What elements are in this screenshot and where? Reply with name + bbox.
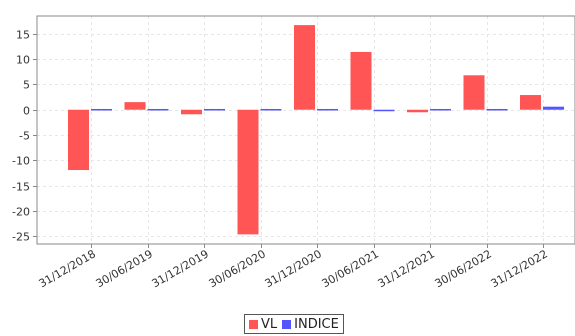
x-tick-label: 30/06/2019: [94, 247, 155, 290]
legend-label-indice: INDICE: [294, 316, 339, 332]
bar-vl: [350, 51, 372, 110]
legend-item-vl: VL: [249, 317, 277, 332]
y-tick-label: 10: [16, 54, 30, 67]
bar-vl: [463, 75, 485, 110]
x-tick-label: 31/12/2018: [37, 247, 98, 290]
bar-indice: [373, 109, 395, 112]
bar-vl: [124, 102, 146, 110]
gridlines: [37, 16, 575, 244]
x-tick-label: 30/06/2022: [433, 247, 494, 290]
bar-indice: [486, 108, 508, 111]
bar-indice: [204, 108, 225, 111]
bar-indice: [260, 108, 282, 111]
plot-area-border: [36, 15, 575, 245]
bar-vl: [520, 95, 541, 110]
x-tick-label: 31/12/2020: [263, 247, 324, 290]
y-tick-label: 5: [23, 79, 30, 92]
bar-indice: [91, 108, 112, 111]
x-tick-label: 31/12/2021: [376, 247, 437, 290]
x-tick-label: 30/06/2020: [207, 247, 268, 290]
y-tick-label: 0: [23, 105, 30, 118]
x-tick-label: 30/06/2021: [320, 247, 381, 290]
y-tick-label: -15: [12, 181, 30, 194]
y-tick-label: 15: [16, 29, 30, 42]
y-tick-label: -10: [12, 155, 30, 168]
legend-label-vl: VL: [261, 316, 278, 332]
legend-swatch-indice: [282, 319, 292, 329]
legend-swatch-vl: [249, 319, 258, 329]
bar-indice: [317, 108, 338, 111]
bar-vl: [181, 109, 202, 115]
bar-indice: [430, 108, 451, 111]
x-axis: 31/12/201830/06/201931/12/201930/06/2020…: [37, 244, 550, 290]
bar-vl: [294, 25, 315, 110]
y-tick-label: -25: [12, 231, 30, 244]
bars: [68, 25, 564, 235]
y-tick-label: -20: [12, 206, 30, 219]
bar-indice: [147, 108, 169, 111]
bar-indice: [543, 106, 564, 110]
bar-vl: [237, 109, 259, 235]
bar-vl: [68, 109, 89, 171]
legend-item-indice: INDICE: [282, 317, 339, 332]
x-tick-label: 31/12/2019: [150, 247, 211, 290]
bar-vl: [407, 109, 428, 113]
y-axis: -25 -20 -15 -10 -5 0 5 10 15: [12, 29, 37, 244]
x-tick-label: 31/12/2022: [489, 247, 550, 290]
legend: VL INDICE: [244, 314, 344, 334]
y-tick-label: -5: [19, 130, 30, 143]
